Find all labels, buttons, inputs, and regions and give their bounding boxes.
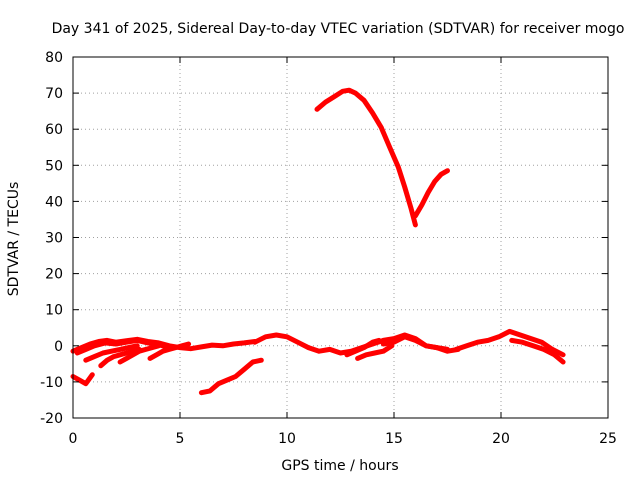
series-line-arc-11 — [355, 343, 395, 361]
series-line-arc-8 — [198, 357, 264, 396]
y-tick-label: 40 — [45, 194, 63, 210]
chart-title: Day 341 of 2025, Sidereal Day-to-day VTE… — [52, 21, 625, 37]
x-tick-label: 10 — [278, 431, 296, 447]
series-line-arc-10 — [344, 337, 382, 358]
y-tick-label: 70 — [45, 86, 63, 102]
series-line-arc-15 — [314, 87, 418, 228]
series-line-arc-4 — [83, 343, 140, 363]
y-tick-label: -10 — [40, 375, 63, 391]
y-tick-label: 10 — [45, 303, 63, 319]
y-tick-label: 0 — [54, 339, 63, 355]
axis-ticks: 0 5 10 15 20 25 -20 -10 0 10 20 30 40 50 60 70 80 — [40, 50, 617, 447]
series-line-arc-12 — [380, 334, 461, 354]
y-tick-label: -20 — [40, 411, 63, 427]
y-tick-label: 80 — [45, 50, 63, 66]
y-tick-label: 50 — [45, 158, 63, 174]
grid — [73, 57, 608, 418]
series-group — [70, 87, 566, 396]
series-line-arc-13 — [453, 328, 566, 358]
x-tick-label: 0 — [69, 431, 78, 447]
x-axis-label: GPS time / hours — [281, 458, 398, 474]
y-tick-label: 30 — [45, 231, 63, 247]
series-line-arc-7 — [147, 341, 192, 361]
x-tick-label: 5 — [176, 431, 185, 447]
x-tick-label: 25 — [599, 431, 617, 447]
series-line-arc-1 — [70, 372, 95, 387]
x-tick-label: 20 — [492, 431, 510, 447]
series-line-arc-16 — [412, 168, 450, 219]
series-line-arc-6 — [117, 343, 162, 365]
series-line-arc-14 — [509, 337, 566, 365]
y-tick-label: 20 — [45, 267, 63, 283]
y-tick-label: 60 — [45, 122, 63, 138]
series-line-arc-5 — [98, 346, 142, 369]
y-axis-label: SDTVAR / TECUs — [6, 182, 22, 297]
series-line-arc-3 — [74, 337, 172, 356]
x-tick-label: 15 — [385, 431, 403, 447]
